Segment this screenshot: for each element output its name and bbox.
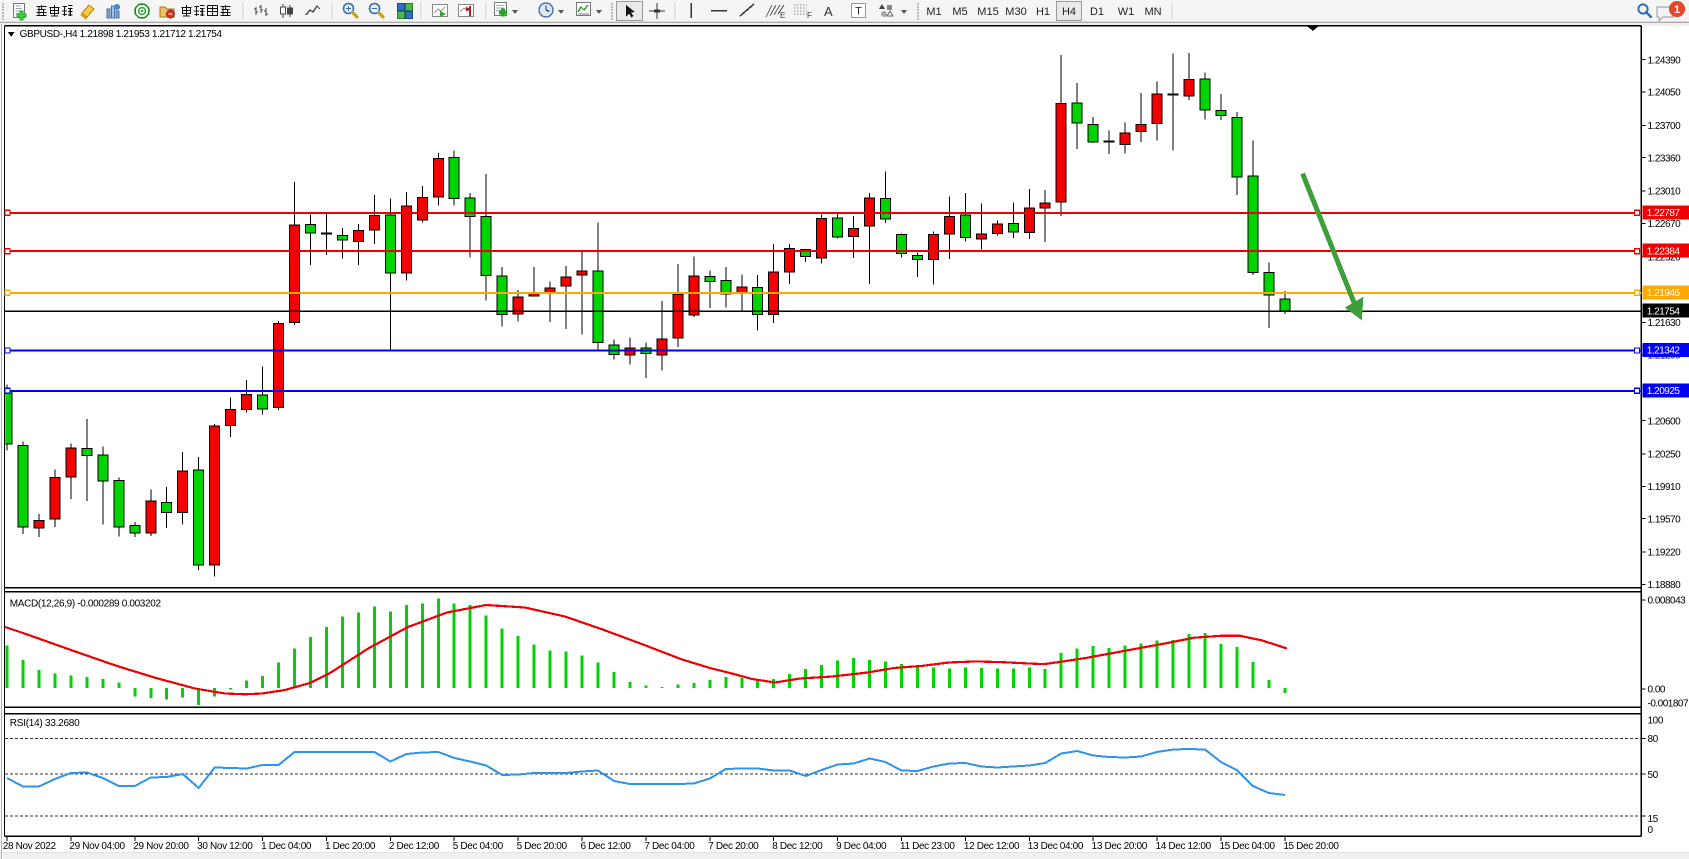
svg-text:1.21630: 1.21630 <box>1648 318 1682 329</box>
svg-text:M1: M1 <box>926 6 941 18</box>
svg-text:M5: M5 <box>952 6 967 18</box>
svg-text:1.19220: 1.19220 <box>1648 548 1682 559</box>
svg-text:8 Dec 12:00: 8 Dec 12:00 <box>772 841 823 852</box>
svg-text:1.22787: 1.22787 <box>1647 208 1681 219</box>
svg-text:28 Nov 2022: 28 Nov 2022 <box>3 841 57 852</box>
svg-text:M15: M15 <box>977 6 998 18</box>
svg-text:H4: H4 <box>1062 6 1076 18</box>
svg-text:MACD(12,26,9) -0.000289 0.0032: MACD(12,26,9) -0.000289 0.003202 <box>10 599 162 610</box>
svg-text:80: 80 <box>1648 734 1659 745</box>
svg-text:7 Dec 04:00: 7 Dec 04:00 <box>644 841 695 852</box>
svg-text:5 Dec 04:00: 5 Dec 04:00 <box>453 841 504 852</box>
svg-text:7 Dec 20:00: 7 Dec 20:00 <box>708 841 759 852</box>
svg-text:50: 50 <box>1648 770 1659 781</box>
svg-text:1.20600: 1.20600 <box>1648 416 1682 427</box>
svg-text:29 Nov 04:00: 29 Nov 04:00 <box>69 841 125 852</box>
svg-text:0.00: 0.00 <box>1648 685 1666 696</box>
svg-text:15 Dec 04:00: 15 Dec 04:00 <box>1219 841 1275 852</box>
svg-text:1.24050: 1.24050 <box>1648 88 1682 99</box>
svg-text:100: 100 <box>1648 716 1664 727</box>
svg-text:A: A <box>824 4 833 19</box>
svg-text:H1: H1 <box>1036 6 1050 18</box>
svg-text:1.18880: 1.18880 <box>1648 580 1682 591</box>
svg-text:RSI(14) 33.2680: RSI(14) 33.2680 <box>10 718 80 729</box>
svg-text:0: 0 <box>1648 825 1654 836</box>
svg-text:6 Dec 12:00: 6 Dec 12:00 <box>581 841 632 852</box>
svg-text:5 Dec 20:00: 5 Dec 20:00 <box>517 841 568 852</box>
svg-text:2 Dec 12:00: 2 Dec 12:00 <box>389 841 440 852</box>
svg-text:15 Dec 20:00: 15 Dec 20:00 <box>1283 841 1339 852</box>
svg-text:E: E <box>780 11 785 20</box>
svg-text:D1: D1 <box>1090 6 1104 18</box>
svg-text:30 Nov 12:00: 30 Nov 12:00 <box>197 841 253 852</box>
svg-text:1.21946: 1.21946 <box>1647 288 1681 299</box>
svg-text:9 Dec 04:00: 9 Dec 04:00 <box>836 841 887 852</box>
svg-text:1 Dec 04:00: 1 Dec 04:00 <box>261 841 312 852</box>
svg-text:F: F <box>807 11 812 20</box>
svg-text:13 Dec 04:00: 13 Dec 04:00 <box>1028 841 1084 852</box>
svg-text:1.20925: 1.20925 <box>1647 386 1681 397</box>
svg-text:0.008043: 0.008043 <box>1648 596 1687 607</box>
svg-text:13 Dec 20:00: 13 Dec 20:00 <box>1092 841 1148 852</box>
svg-text:12 Dec 12:00: 12 Dec 12:00 <box>964 841 1020 852</box>
svg-text:1: 1 <box>1674 4 1680 16</box>
svg-text:1.19910: 1.19910 <box>1648 482 1682 493</box>
svg-text:W1: W1 <box>1118 6 1135 18</box>
svg-text:1.22320: 1.22320 <box>1648 252 1682 263</box>
svg-text:1.24390: 1.24390 <box>1648 55 1682 66</box>
svg-text:15: 15 <box>1648 814 1659 825</box>
svg-text:1.23360: 1.23360 <box>1648 153 1682 164</box>
svg-text:1.21342: 1.21342 <box>1647 346 1681 357</box>
svg-text:14 Dec 12:00: 14 Dec 12:00 <box>1156 841 1212 852</box>
svg-text:MN: MN <box>1144 6 1161 18</box>
svg-text:1.19570: 1.19570 <box>1648 514 1682 525</box>
svg-text:1.22670: 1.22670 <box>1648 219 1682 230</box>
svg-text:1.23700: 1.23700 <box>1648 121 1682 132</box>
svg-text:GBPUSD-,H4 1.21898 1.21953 1.: GBPUSD-,H4 1.21898 1.21953 1.21712 1.217… <box>20 29 223 40</box>
svg-text:T: T <box>855 6 862 18</box>
svg-text:-0.001807: -0.001807 <box>1648 698 1689 709</box>
svg-text:1 Dec 20:00: 1 Dec 20:00 <box>325 841 376 852</box>
svg-text:1.20250: 1.20250 <box>1648 450 1682 461</box>
svg-text:1.22384: 1.22384 <box>1647 246 1681 257</box>
svg-text:1.23010: 1.23010 <box>1648 187 1682 198</box>
svg-text:29 Nov 20:00: 29 Nov 20:00 <box>133 841 189 852</box>
svg-text:11 Dec 23:00: 11 Dec 23:00 <box>900 841 955 852</box>
svg-text:1.21754: 1.21754 <box>1647 306 1681 317</box>
svg-text:M30: M30 <box>1005 6 1026 18</box>
